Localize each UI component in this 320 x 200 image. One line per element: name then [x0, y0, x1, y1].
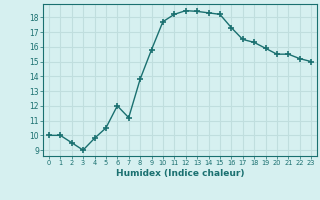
X-axis label: Humidex (Indice chaleur): Humidex (Indice chaleur) [116, 169, 244, 178]
